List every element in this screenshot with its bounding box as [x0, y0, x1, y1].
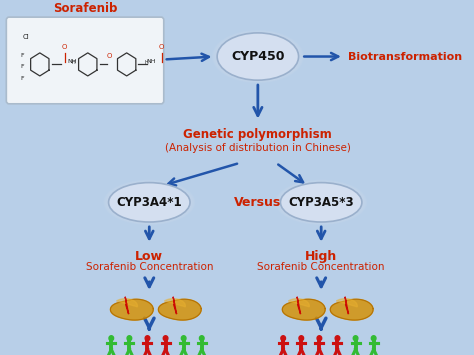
Ellipse shape	[215, 32, 301, 81]
Circle shape	[200, 336, 204, 341]
Ellipse shape	[216, 32, 300, 81]
Text: Biotransformation: Biotransformation	[348, 51, 463, 61]
Text: (Analysis of distribution in Chinese): (Analysis of distribution in Chinese)	[165, 143, 351, 153]
Ellipse shape	[214, 31, 302, 82]
Text: Low: Low	[135, 250, 163, 263]
Ellipse shape	[280, 182, 363, 223]
Text: Genetic polymorphism: Genetic polymorphism	[183, 129, 332, 141]
Ellipse shape	[217, 33, 299, 80]
Ellipse shape	[277, 181, 365, 224]
Text: F: F	[20, 53, 24, 58]
Text: H: H	[72, 60, 75, 65]
Ellipse shape	[103, 180, 195, 225]
Polygon shape	[125, 297, 128, 314]
Ellipse shape	[276, 180, 367, 225]
Text: F: F	[20, 64, 24, 69]
Ellipse shape	[104, 180, 194, 224]
Polygon shape	[297, 297, 301, 314]
Ellipse shape	[108, 182, 191, 223]
Circle shape	[145, 336, 150, 341]
Circle shape	[109, 336, 114, 341]
Circle shape	[299, 336, 303, 341]
Ellipse shape	[281, 182, 362, 222]
Ellipse shape	[104, 180, 195, 225]
Polygon shape	[283, 299, 325, 320]
Text: High: High	[305, 250, 337, 263]
Polygon shape	[158, 299, 201, 320]
Ellipse shape	[212, 30, 304, 83]
Circle shape	[371, 336, 376, 341]
Ellipse shape	[106, 181, 193, 224]
Ellipse shape	[105, 181, 193, 224]
Circle shape	[335, 336, 340, 341]
Text: Sorafenib Concentration: Sorafenib Concentration	[85, 262, 213, 272]
Circle shape	[163, 336, 168, 341]
Ellipse shape	[275, 180, 367, 225]
Text: Versus: Versus	[234, 196, 282, 209]
Text: NH: NH	[146, 59, 156, 64]
Ellipse shape	[107, 182, 191, 223]
Polygon shape	[164, 299, 185, 307]
Text: H: H	[145, 60, 148, 65]
Ellipse shape	[109, 182, 190, 222]
Circle shape	[353, 336, 358, 341]
Text: CYP3A5*3: CYP3A5*3	[288, 196, 354, 209]
Circle shape	[182, 336, 186, 341]
Ellipse shape	[278, 181, 365, 224]
Circle shape	[127, 336, 132, 341]
Text: CYP450: CYP450	[231, 50, 284, 63]
Circle shape	[281, 336, 285, 341]
Text: O: O	[158, 44, 164, 50]
Ellipse shape	[212, 30, 303, 83]
Ellipse shape	[214, 31, 301, 82]
Polygon shape	[117, 299, 137, 307]
Polygon shape	[110, 299, 153, 320]
Polygon shape	[173, 297, 177, 314]
Text: Sorafenib Concentration: Sorafenib Concentration	[257, 262, 385, 272]
Ellipse shape	[278, 181, 364, 223]
Text: Cl: Cl	[23, 34, 29, 40]
Polygon shape	[330, 299, 373, 320]
Text: Sorafenib: Sorafenib	[53, 2, 117, 15]
Text: O: O	[107, 54, 112, 60]
Ellipse shape	[107, 181, 192, 223]
Text: F: F	[20, 76, 24, 81]
Text: NH: NH	[67, 59, 76, 64]
Ellipse shape	[279, 182, 363, 223]
Polygon shape	[289, 299, 310, 307]
Ellipse shape	[213, 31, 302, 82]
Ellipse shape	[276, 180, 366, 224]
Polygon shape	[345, 297, 348, 314]
Text: O: O	[62, 44, 67, 50]
Polygon shape	[337, 299, 357, 307]
Circle shape	[317, 336, 322, 341]
FancyBboxPatch shape	[6, 17, 164, 104]
Ellipse shape	[217, 33, 299, 81]
Text: CYP3A4*1: CYP3A4*1	[117, 196, 182, 209]
